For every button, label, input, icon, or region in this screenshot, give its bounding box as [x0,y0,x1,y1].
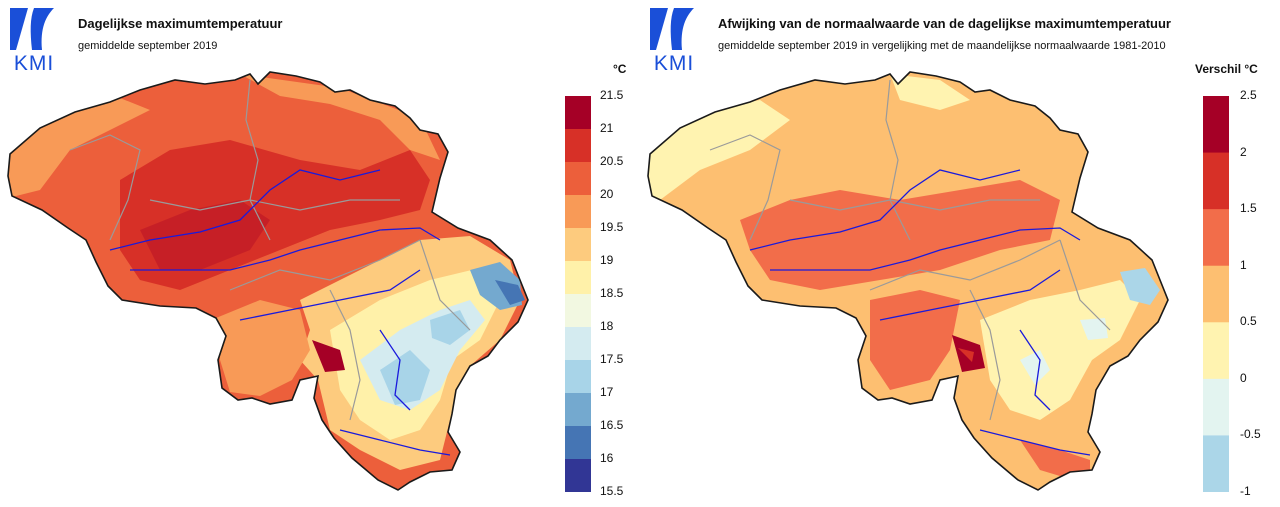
legend-color-band [1203,265,1229,323]
legend-unit: °C [613,62,627,76]
legend-tick-label: 20.5 [600,154,624,168]
belgium-map [7,71,529,491]
legend-color-band [1203,378,1229,436]
legend-color-band [565,327,591,361]
legend-tick-label: 19 [600,253,614,267]
legend-color-band [1203,435,1229,492]
legend-tick-label: 17 [600,385,614,399]
legend-color-band [565,294,591,328]
legend-color-band [1203,96,1229,154]
legend-tick-label: 20 [600,187,614,201]
legend-tick-label: 1 [1240,257,1247,272]
map-subtitle: gemiddelde september 2019 in vergelijkin… [718,40,1166,52]
legend-bar [1203,96,1229,492]
kmi-logo: KMI [646,6,698,75]
legend-tick-label: 16.5 [600,418,624,432]
kmi-logo-text: KMI [13,52,55,75]
legend-tick-label: 16 [600,451,614,465]
color-legend [1203,96,1229,492]
map-subtitle: gemiddelde september 2019 [78,40,218,52]
legend-tick-label: 2 [1240,144,1247,159]
legend-tick-label: 18 [600,319,614,333]
legend-tick-label: 21.5 [600,88,624,102]
legend-color-band [565,228,591,262]
legend-tick-label: 17.5 [600,352,624,366]
color-legend [565,96,591,492]
legend-color-band [565,96,591,130]
legend-tick-label: 1.5 [1240,201,1257,216]
legend-bar [565,96,591,492]
legend-color-band [565,261,591,295]
map-title: Dagelijkse maximumtemperatuur [78,16,283,31]
legend-tick-label: 21 [600,121,614,135]
legend-tick-label: 15.5 [600,484,624,498]
kmi-logo: KMI [6,6,58,75]
legend-color-band [1203,209,1229,267]
legend-color-band [1203,152,1229,210]
legend-unit: Verschil °C [1195,62,1258,76]
legend-color-band [565,393,591,427]
legend-tick-label: 18.5 [600,286,624,300]
legend-color-band [565,162,591,196]
legend-color-band [565,129,591,163]
kmi-logo-text: KMI [653,52,695,75]
legend-color-band [565,426,591,460]
legend-tick-label: -0.5 [1240,427,1261,442]
map-title: Afwijking van de normaalwaarde van de da… [718,16,1171,31]
legend-tick-label: 19.5 [600,220,624,234]
legend-tick-label: 0 [1240,370,1247,385]
panel-temperature-anomaly: KMI Afwijking van de normaalwaarde van d… [640,0,1280,507]
belgium-map [647,71,1169,491]
legend-color-band [565,360,591,394]
legend-color-band [1203,322,1229,380]
legend-tick-label: -1 [1240,484,1251,498]
legend-color-band [565,459,591,492]
legend-tick-label: 2.5 [1240,88,1257,102]
panel-max-temperature: KMI Dagelijkse maximumtemperatuur gemidd… [6,6,627,498]
legend-color-band [565,195,591,229]
legend-tick-label: 0.5 [1240,314,1257,329]
